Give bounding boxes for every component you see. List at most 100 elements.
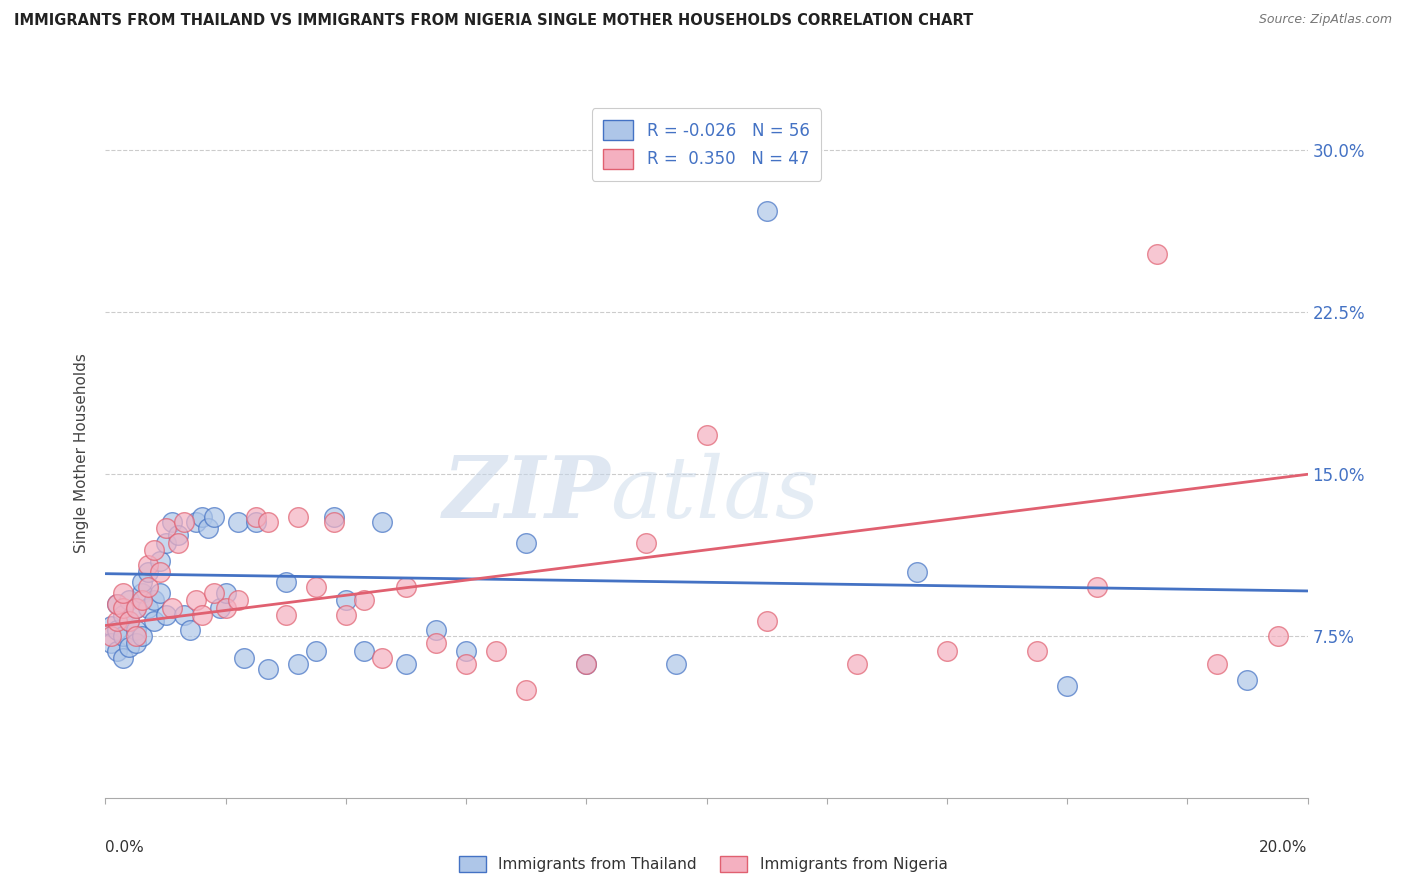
Point [245, 515, 267, 529]
Point [184, 592, 207, 607]
Point [166, 536, 188, 550]
Point [305, 580, 328, 594]
Point [232, 651, 254, 665]
Point [124, 629, 146, 643]
Point [136, 558, 159, 572]
Point [202, 510, 225, 524]
Point [112, 607, 135, 622]
Point [100, 636, 122, 650]
Point [173, 607, 195, 622]
Point [1206, 657, 1229, 672]
Point [208, 601, 231, 615]
Point [425, 623, 447, 637]
Point [1085, 580, 1108, 594]
Point [226, 592, 249, 607]
Point [124, 601, 146, 615]
Point [353, 644, 375, 658]
Point [131, 575, 153, 590]
Point [155, 536, 177, 550]
Point [107, 597, 129, 611]
Point [515, 683, 537, 698]
Point [131, 629, 153, 643]
Point [322, 515, 344, 529]
Point [107, 614, 129, 628]
Point [124, 636, 146, 650]
Point [197, 521, 219, 535]
Point [1267, 629, 1289, 643]
Point [287, 510, 309, 524]
Point [256, 515, 278, 529]
Text: IMMIGRANTS FROM THAILAND VS IMMIGRANTS FROM NIGERIA SINGLE MOTHER HOUSEHOLDS COR: IMMIGRANTS FROM THAILAND VS IMMIGRANTS F… [14, 13, 973, 29]
Point [124, 601, 146, 615]
Point [905, 565, 928, 579]
Point [425, 636, 447, 650]
Point [755, 203, 778, 218]
Point [160, 601, 183, 615]
Point [214, 601, 236, 615]
Point [202, 586, 225, 600]
Point [112, 601, 135, 615]
Point [1026, 644, 1049, 658]
Point [322, 510, 344, 524]
Point [190, 510, 212, 524]
Point [124, 623, 146, 637]
Point [454, 644, 477, 658]
Text: atlas: atlas [610, 453, 820, 535]
Point [148, 586, 170, 600]
Legend: R = -0.026   N = 56, R =  0.350   N = 47: R = -0.026 N = 56, R = 0.350 N = 47 [592, 109, 821, 181]
Point [112, 651, 135, 665]
Point [148, 554, 170, 568]
Point [173, 515, 195, 529]
Point [214, 586, 236, 600]
Point [136, 580, 159, 594]
Point [274, 575, 297, 590]
Point [155, 607, 177, 622]
Point [118, 614, 141, 628]
Point [515, 536, 537, 550]
Point [155, 521, 177, 535]
Point [845, 657, 868, 672]
Point [1056, 679, 1078, 693]
Point [575, 657, 598, 672]
Point [665, 657, 688, 672]
Point [100, 629, 122, 643]
Point [485, 644, 508, 658]
Point [1146, 247, 1168, 261]
Point [226, 515, 249, 529]
Text: Source: ZipAtlas.com: Source: ZipAtlas.com [1258, 13, 1392, 27]
Point [353, 592, 375, 607]
Point [454, 657, 477, 672]
Text: 20.0%: 20.0% [1260, 840, 1308, 855]
Point [179, 623, 201, 637]
Text: 0.0%: 0.0% [105, 840, 145, 855]
Point [371, 651, 394, 665]
Point [112, 629, 135, 643]
Point [160, 515, 183, 529]
Point [166, 528, 188, 542]
Point [118, 614, 141, 628]
Point [107, 644, 129, 658]
Point [100, 618, 122, 632]
Point [636, 536, 658, 550]
Point [696, 428, 718, 442]
Point [142, 592, 165, 607]
Point [287, 657, 309, 672]
Text: ZIP: ZIP [443, 452, 610, 536]
Point [335, 607, 357, 622]
Point [142, 614, 165, 628]
Point [395, 580, 418, 594]
Point [256, 662, 278, 676]
Point [148, 565, 170, 579]
Point [305, 644, 328, 658]
Point [395, 657, 418, 672]
Point [936, 644, 959, 658]
Point [245, 510, 267, 524]
Point [118, 592, 141, 607]
Point [107, 597, 129, 611]
Point [118, 640, 141, 654]
Point [107, 623, 129, 637]
Point [755, 614, 778, 628]
Point [131, 592, 153, 607]
Point [131, 586, 153, 600]
Point [142, 542, 165, 557]
